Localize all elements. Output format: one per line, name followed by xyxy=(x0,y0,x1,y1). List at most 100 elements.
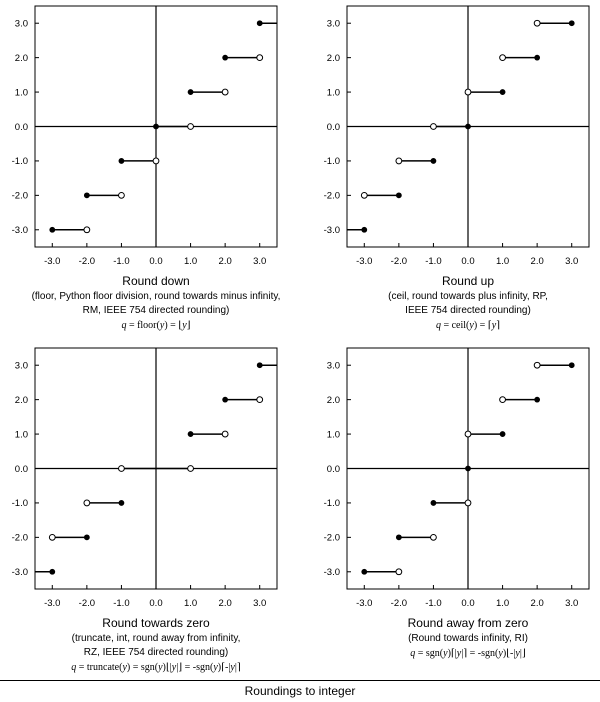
x-tick-label: 2.0 xyxy=(531,256,544,267)
closed-endpoint xyxy=(534,54,541,61)
formula-part: y xyxy=(229,662,235,673)
x-tick-label: -2.0 xyxy=(79,256,95,267)
formula-part: y xyxy=(181,320,187,331)
chart-panel-1: -3.0 -2.0 -1.0 0.0 1.0 2.0 3.0 -3.0 -2.0 -1.0 0.0 1… xyxy=(12,5,281,331)
open-endpoint xyxy=(256,54,264,62)
x-tick-label: -1.0 xyxy=(425,256,441,267)
open-endpoint xyxy=(464,430,472,438)
open-endpoint xyxy=(256,396,264,404)
chart-formula: q = ceil(y) = ⌈y⌉ xyxy=(436,320,500,331)
closed-endpoint xyxy=(499,431,506,437)
y-tick-label: 0.0 xyxy=(15,464,28,475)
x-tick-label: -3.0 xyxy=(44,598,60,609)
closed-endpoint xyxy=(499,89,506,95)
closed-endpoint xyxy=(118,158,125,164)
chart-subtitle: (truncate, int, round away from infinity… xyxy=(72,633,241,644)
closed-endpoint xyxy=(153,123,159,130)
formula-part: = sgn( xyxy=(415,648,444,659)
chart-panel-3: -3.0 -2.0 -1.0 0.0 1.0 2.0 3.0 -3.0 -2.0 -1.0 0.0 1… xyxy=(12,347,278,673)
closed-endpoint xyxy=(187,431,194,437)
x-tick-label: 2.0 xyxy=(219,256,232,267)
y-tick-label: -2.0 xyxy=(324,191,340,202)
x-tick-label: 1.0 xyxy=(184,598,197,609)
y-tick-label: -3.0 xyxy=(324,225,340,236)
formula-part: )⌈| xyxy=(448,648,457,659)
y-tick-label: 3.0 xyxy=(15,19,28,30)
chart-subtitle: (floor, Python floor division, round tow… xyxy=(32,291,281,302)
open-endpoint xyxy=(221,88,229,96)
chart-subtitle: (ceil, round towards plus infinity, RP, xyxy=(388,291,548,302)
formula-part: )⌊| xyxy=(163,662,172,673)
chart-title: Round down xyxy=(122,274,189,288)
closed-endpoint xyxy=(83,534,90,541)
closed-endpoint xyxy=(256,20,263,27)
open-endpoint xyxy=(533,19,541,27)
open-endpoint xyxy=(152,157,160,165)
footer-divider xyxy=(0,680,600,681)
closed-endpoint xyxy=(222,54,229,61)
formula-part: y xyxy=(212,662,218,673)
formula-part: ⌋ xyxy=(187,320,191,331)
chart-panel-4: -3.0 -2.0 -1.0 0.0 1.0 2.0 3.0 -3.0 -2.0 -1.0 0.0 1… xyxy=(324,347,590,659)
closed-endpoint xyxy=(568,362,575,369)
chart-formula: q = floor(y) = ⌊y⌋ xyxy=(121,320,190,331)
open-endpoint xyxy=(464,499,472,507)
formula-part: )⌈-| xyxy=(218,662,231,673)
formula-part: ⌉ xyxy=(496,320,500,331)
y-tick-label: 1.0 xyxy=(327,429,340,440)
chart-title: Round towards zero xyxy=(102,616,210,630)
open-endpoint xyxy=(395,568,403,576)
x-tick-label: -2.0 xyxy=(79,598,95,609)
y-tick-label: -1.0 xyxy=(324,498,340,509)
closed-endpoint xyxy=(361,226,368,233)
open-endpoint xyxy=(360,191,368,199)
chart-subtitle: (Round towards infinity, RI) xyxy=(408,633,528,644)
closed-endpoint xyxy=(395,534,402,541)
figure-caption: Roundings to integer xyxy=(244,684,356,698)
formula-part: ) = ⌊ xyxy=(164,320,182,331)
formula-part: = truncate( xyxy=(76,662,123,673)
x-tick-label: -1.0 xyxy=(113,598,129,609)
closed-endpoint xyxy=(465,123,471,130)
formula-part: |⌋ xyxy=(520,648,526,659)
formula-part: |⌋ = -sgn( xyxy=(176,662,214,673)
chart-subtitle: IEEE 754 directed rounding) xyxy=(405,305,531,316)
y-tick-label: -2.0 xyxy=(324,533,340,544)
formula-part: |⌉ xyxy=(235,662,241,673)
y-tick-label: 2.0 xyxy=(15,395,28,406)
y-tick-label: -2.0 xyxy=(12,191,28,202)
chart-panel-2: -3.0 -2.0 -1.0 0.0 1.0 2.0 3.0 -3.0 -2.0 -1.0 0.0 1… xyxy=(324,5,590,331)
x-tick-label: 3.0 xyxy=(253,598,266,609)
open-endpoint xyxy=(83,499,91,507)
y-tick-label: -3.0 xyxy=(12,225,28,236)
y-tick-label: -3.0 xyxy=(12,567,28,578)
chart-subtitle: RM, IEEE 754 directed rounding) xyxy=(83,305,230,316)
chart-title: Round away from zero xyxy=(408,616,529,630)
x-tick-label: -1.0 xyxy=(113,256,129,267)
formula-part: q xyxy=(71,662,76,673)
x-tick-label: 3.0 xyxy=(565,256,578,267)
closed-endpoint xyxy=(534,396,541,403)
formula-part: |⌉ = -sgn( xyxy=(461,648,499,659)
open-endpoint xyxy=(430,533,437,541)
y-tick-label: -1.0 xyxy=(12,498,28,509)
open-endpoint xyxy=(118,465,125,472)
x-tick-label: 0.0 xyxy=(461,256,474,267)
formula-part: y xyxy=(442,648,448,659)
formula-part: q xyxy=(410,648,415,659)
x-tick-label: 2.0 xyxy=(219,598,232,609)
y-tick-label: 3.0 xyxy=(327,361,340,372)
y-tick-label: -1.0 xyxy=(12,156,28,167)
closed-endpoint xyxy=(430,158,437,164)
x-tick-label: -1.0 xyxy=(425,598,441,609)
formula-part: ) = sgn( xyxy=(127,662,159,673)
x-tick-label: -2.0 xyxy=(391,256,407,267)
y-tick-label: -3.0 xyxy=(324,567,340,578)
formula-part: y xyxy=(491,320,497,331)
closed-endpoint xyxy=(83,192,90,199)
closed-endpoint xyxy=(187,89,194,95)
y-tick-label: -1.0 xyxy=(324,156,340,167)
x-tick-label: 0.0 xyxy=(149,256,162,267)
formula-part: y xyxy=(121,662,127,673)
open-endpoint xyxy=(187,465,194,472)
